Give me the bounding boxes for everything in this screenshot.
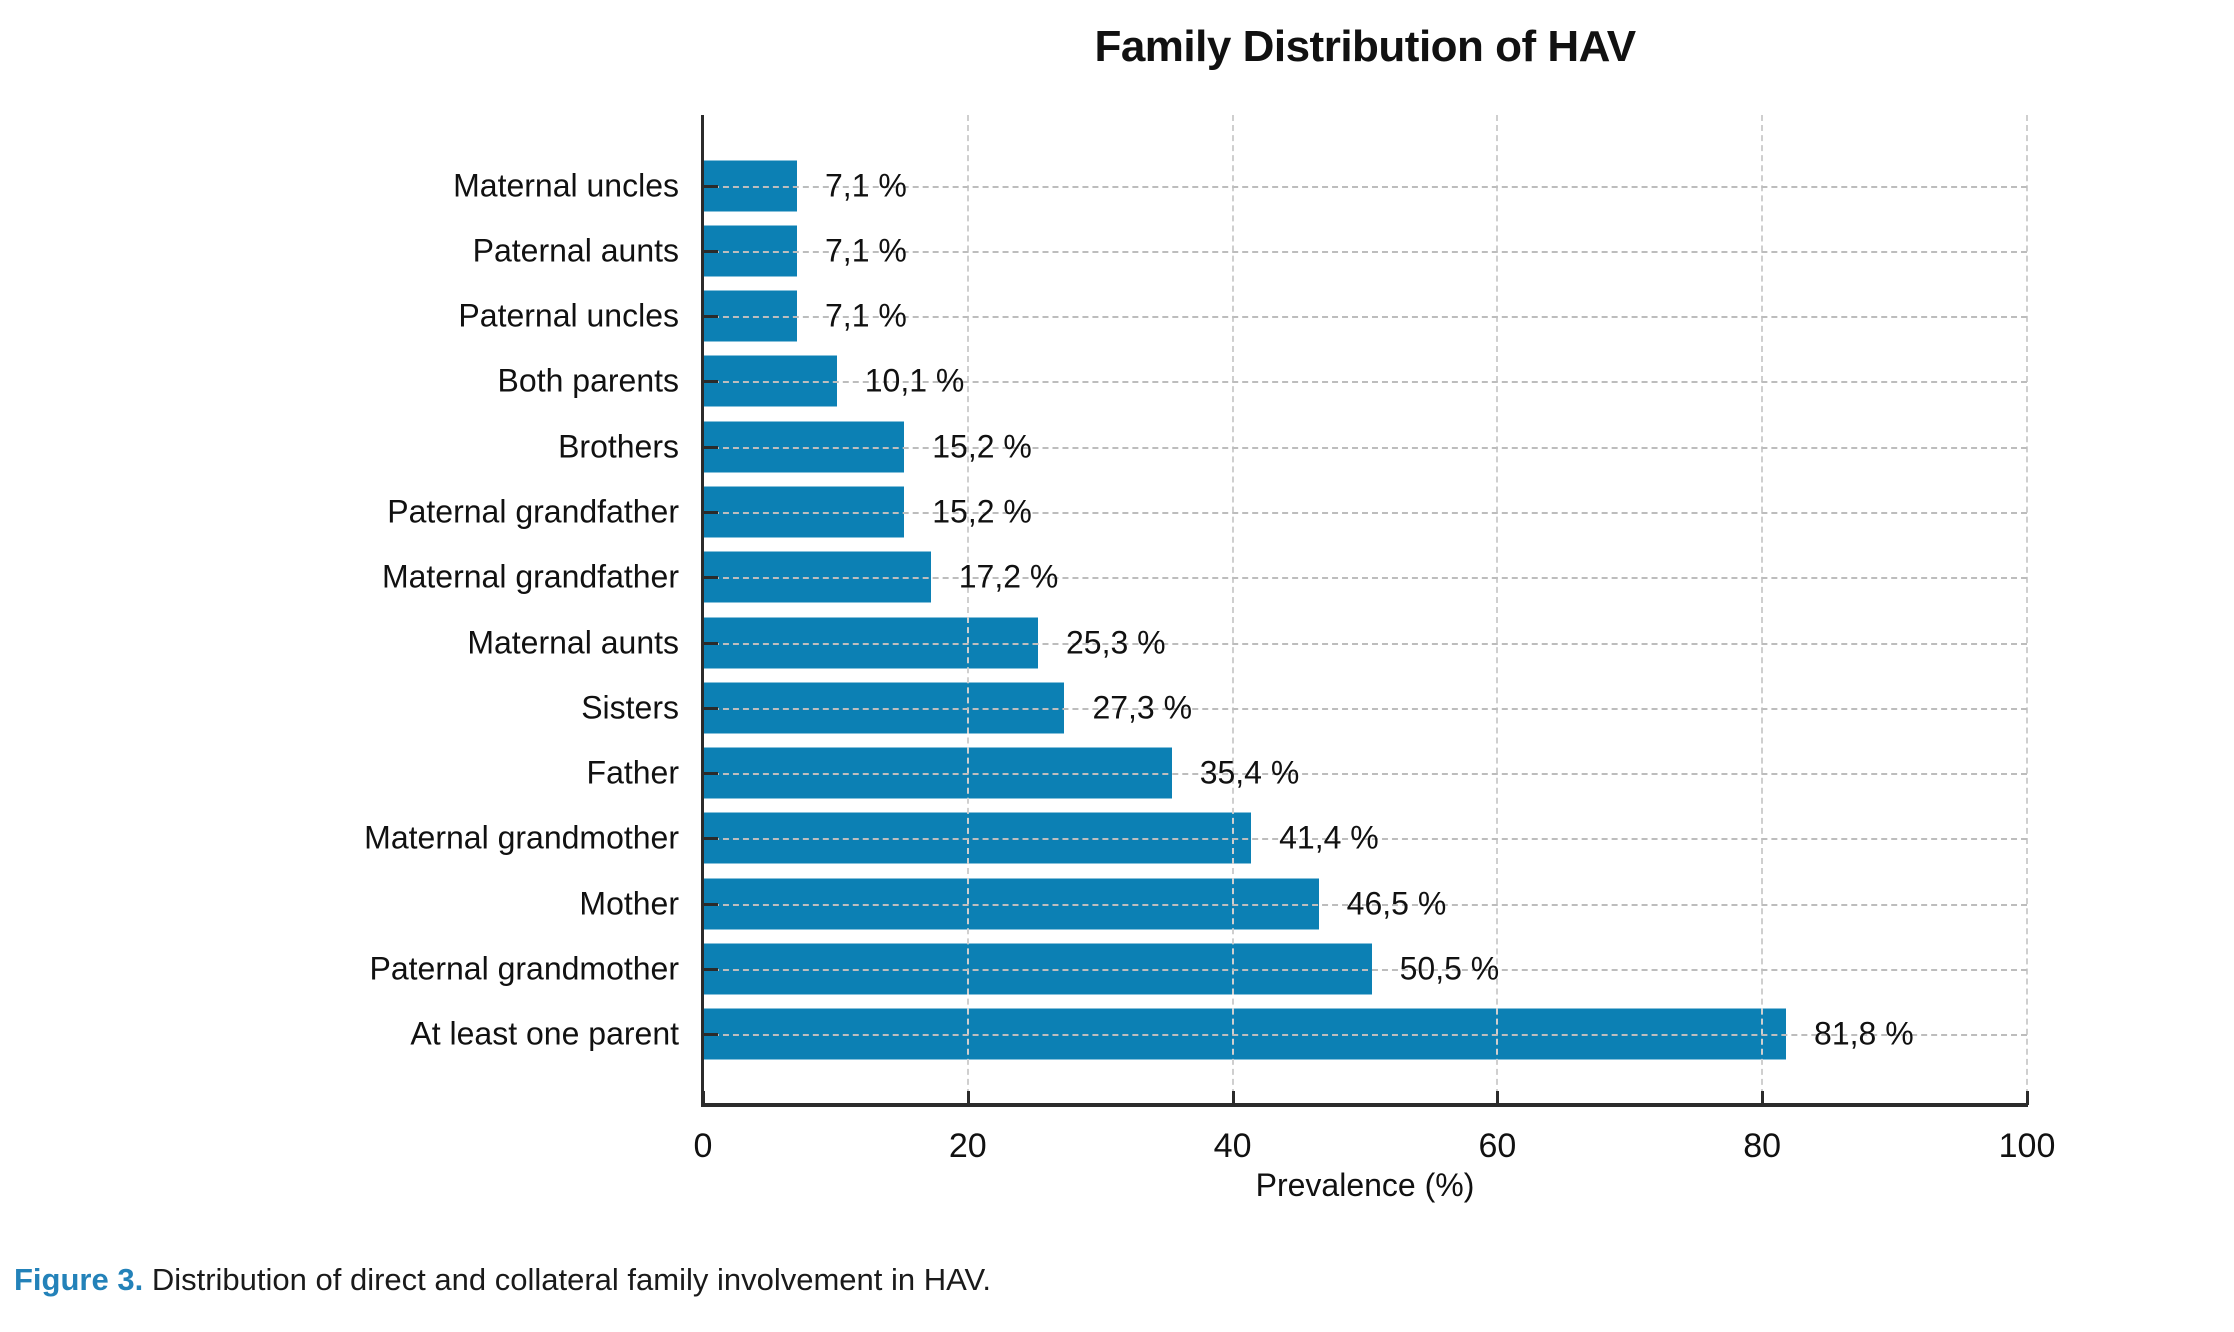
- row-gridline: [703, 773, 2027, 776]
- chart-row: 15,2 % Brothers: [558, 414, 2027, 479]
- vertical-gridline: [2026, 115, 2028, 1105]
- row-gridline: [703, 969, 2027, 972]
- chart-title: Family Distribution of HAV: [1094, 22, 1636, 71]
- y-axis-tick: [703, 641, 718, 645]
- chart-row: 7,1 % Maternal uncles: [453, 153, 2027, 218]
- chart-row: 81,8 % At least one parent: [410, 1002, 2027, 1067]
- chart-row: 10,1 % Both parents: [498, 349, 2027, 414]
- bar-value-label: 35,4 %: [1199, 754, 1300, 791]
- category-label: Mother: [579, 885, 679, 922]
- category-label: Maternal aunts: [467, 624, 679, 661]
- bar-value-label: 15,2 %: [932, 428, 1032, 465]
- bar-value-label: 7,1 %: [825, 232, 907, 269]
- row-gridline: [703, 577, 2027, 580]
- row-gridline: [703, 446, 2027, 449]
- chart-row: 7,1 % Paternal uncles: [458, 284, 2027, 349]
- vertical-gridline: [1496, 115, 1499, 1105]
- category-label: Paternal uncles: [458, 297, 679, 334]
- x-tick-label: 20: [948, 1127, 987, 1165]
- x-tick-label: 40: [1213, 1127, 1252, 1165]
- x-axis-tick: [1496, 1091, 1500, 1105]
- y-axis-tick: [703, 249, 718, 253]
- row-gridline: [703, 1034, 2027, 1037]
- bar-value-label: 50,5 %: [1399, 950, 1500, 987]
- chart-row: 27,3 % Sisters: [581, 675, 2027, 740]
- row-gridline: [703, 185, 2027, 188]
- category-label: Maternal grandfather: [381, 558, 679, 595]
- bar-value-label: 7,1 %: [825, 297, 907, 334]
- chart-row: 7,1 % Paternal aunts: [473, 218, 2027, 283]
- row-gridline: [703, 838, 2027, 841]
- y-axis-tick: [703, 968, 718, 972]
- y-axis-tick: [703, 445, 718, 449]
- row-gridline: [703, 381, 2027, 384]
- x-axis-tick: [702, 1091, 705, 1105]
- y-axis-tick: [703, 184, 718, 188]
- y-axis-tick: [703, 902, 718, 906]
- chart-row: 41,4 % Maternal grandmother: [364, 806, 2027, 871]
- vertical-gridline: [966, 115, 969, 1105]
- y-axis-tick: [703, 511, 718, 515]
- figure-caption-text: Distribution of direct and collateral fa…: [151, 1262, 991, 1297]
- chart-row: 35,4 % Father: [587, 741, 2027, 806]
- figure-caption-label: Figure 3.: [14, 1262, 144, 1297]
- row-gridline: [703, 642, 2027, 645]
- bar-value-label: 10,1 %: [864, 362, 965, 399]
- bar-value-label: 7,1 %: [825, 167, 907, 204]
- category-label: Paternal grandfather: [387, 493, 679, 530]
- y-axis-spine: [701, 115, 704, 1105]
- x-axis-label: Prevalence (%): [1255, 1167, 1475, 1203]
- x-tick-label: 80: [1743, 1127, 1782, 1165]
- bar-value-label: 25,3 %: [1065, 624, 1166, 661]
- category-label: Maternal uncles: [453, 167, 679, 204]
- category-label: Brothers: [558, 428, 679, 465]
- y-axis-tick: [703, 1033, 718, 1037]
- bar-value-label: 17,2 %: [958, 558, 1059, 595]
- y-axis-tick: [703, 315, 718, 319]
- x-axis-tick: [1231, 1091, 1235, 1105]
- chart-row: 46,5 % Mother: [579, 871, 2027, 936]
- chart-row: 15,2 % Paternal grandfather: [387, 479, 2027, 544]
- row-gridline: [703, 512, 2027, 515]
- category-label: Both parents: [497, 362, 679, 399]
- row-gridline: [703, 316, 2027, 319]
- x-axis-spine: [701, 1103, 2028, 1107]
- plot-area: 7,1 % Maternal uncles 7,1 % Paternal aunts 7…: [364, 115, 2055, 1203]
- figure-caption: Figure 3. Distribution of direct and col…: [14, 1262, 991, 1298]
- category-label: At least one parent: [410, 1015, 679, 1052]
- x-axis-tick: [1761, 1091, 1765, 1105]
- chart-row: 25,3 % Maternal aunts: [467, 610, 2027, 675]
- y-axis-tick: [703, 772, 718, 776]
- bar-value-label: 81,8 %: [1814, 1015, 1914, 1052]
- x-axis-tick: [2026, 1091, 2029, 1105]
- row-gridline: [703, 903, 2027, 906]
- row-gridline: [703, 707, 2027, 710]
- y-axis-tick: [703, 380, 718, 384]
- x-axis-tick: [966, 1091, 970, 1105]
- category-label: Maternal grandmother: [364, 819, 679, 856]
- bar-value-label: 46,5 %: [1346, 885, 1447, 922]
- y-axis-tick: [703, 837, 718, 841]
- row-gridline: [703, 250, 2027, 253]
- bar-value-label: 41,4 %: [1279, 819, 1379, 856]
- vertical-gridline: [1231, 115, 1234, 1105]
- x-tick-label: 100: [1998, 1127, 2056, 1165]
- bar-value-label: 15,2 %: [932, 493, 1032, 530]
- rows: 7,1 % Maternal uncles 7,1 % Paternal aunts 7…: [364, 153, 2027, 1067]
- x-tick-label: 60: [1478, 1127, 1517, 1165]
- y-axis-tick: [703, 706, 718, 710]
- vertical-gridline: [1761, 115, 1764, 1105]
- chart-row: 17,2 % Maternal grandfather: [382, 545, 2027, 610]
- x-tick-label: 0: [693, 1127, 713, 1165]
- chart-row: 50,5 % Paternal grandmother: [369, 936, 2027, 1001]
- category-label: Sisters: [581, 689, 679, 726]
- bar-value-label: 27,3 %: [1092, 689, 1193, 726]
- category-label: Paternal grandmother: [369, 950, 679, 987]
- category-label: Father: [586, 754, 679, 791]
- category-label: Paternal aunts: [472, 232, 679, 269]
- y-axis-tick: [703, 576, 718, 580]
